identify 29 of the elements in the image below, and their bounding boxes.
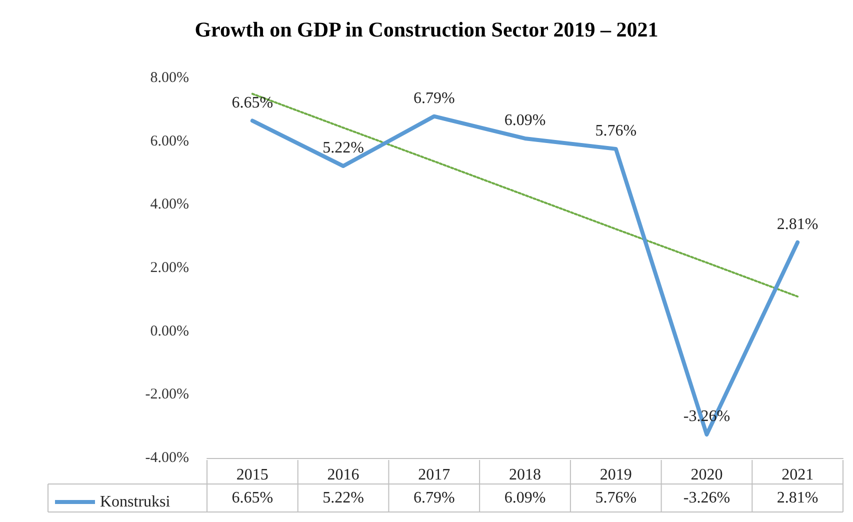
- text: 5.22%: [322, 140, 364, 157]
- y-tick-label: 2.00%: [150, 260, 189, 276]
- data-label: 2.81%: [776, 490, 818, 506]
- data-label: 6.09%: [504, 490, 546, 506]
- x-tick-label: 2019: [600, 466, 632, 484]
- text: 5.76%: [595, 122, 637, 140]
- text: 6.65%: [232, 94, 274, 112]
- data-label: -3.26%: [683, 490, 730, 506]
- x-tick-label: 2020: [690, 466, 723, 484]
- y-tick-label: 0.00%: [150, 323, 189, 340]
- text: 2.81%: [776, 216, 818, 233]
- x-tick-label: 2015: [236, 466, 268, 484]
- x-tick-label: 2018: [509, 466, 541, 484]
- y-tick-label: 4.00%: [150, 196, 189, 213]
- y-tick-label: -4.00%: [145, 450, 189, 466]
- y-tick-label: 8.00%: [150, 70, 189, 86]
- text: 6.79%: [413, 90, 455, 107]
- x-tick-label: 2017: [418, 466, 450, 484]
- chart-title: Growth on GDP in Construction Sector 2019 – 2021: [194, 18, 658, 42]
- y-tick-label: -2.00%: [145, 386, 189, 403]
- text: 6.09%: [504, 112, 546, 129]
- legend-label: Konstruksi: [100, 494, 171, 510]
- x-tick-label: 2016: [327, 466, 360, 484]
- data-label: 6.65%: [232, 490, 274, 506]
- y-tick-label: 6.00%: [150, 133, 189, 150]
- data-label: 5.76%: [595, 490, 637, 506]
- data-label: 5.22%: [322, 490, 364, 506]
- data-label: 6.79%: [413, 490, 455, 506]
- x-tick-label: 2021: [782, 466, 814, 484]
